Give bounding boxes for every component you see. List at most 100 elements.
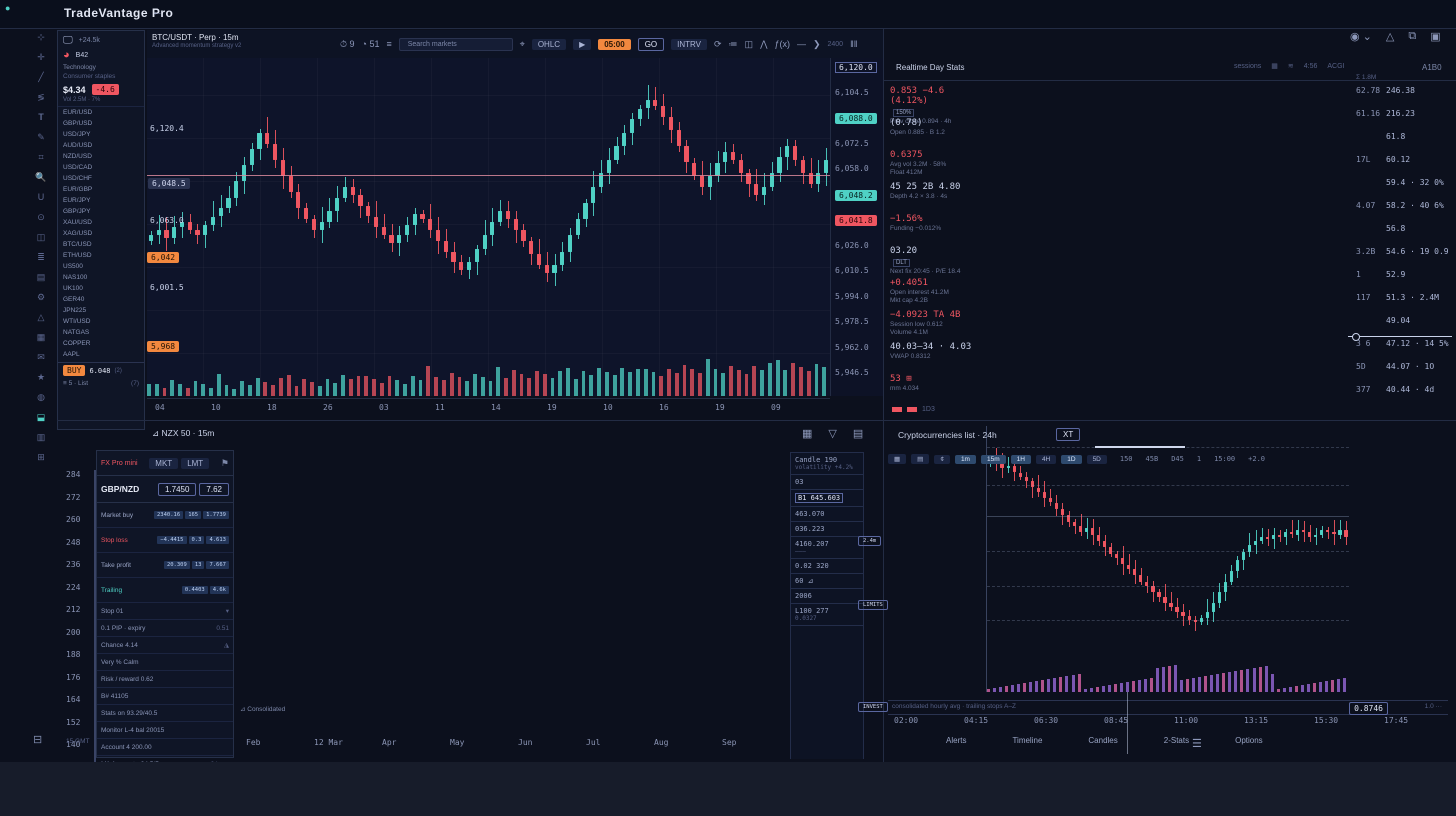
rail-tool-icon[interactable]: ⬓	[36, 412, 46, 422]
timeframe-chip[interactable]: ▦	[888, 454, 907, 464]
toolbar-item[interactable]: ❯	[812, 38, 821, 49]
rail-tool-icon[interactable]: ★	[36, 372, 46, 382]
order-list-row[interactable]: Stats on 93.29/40.5	[97, 705, 233, 722]
toolbar-item[interactable]: ‖‖	[850, 39, 858, 49]
watchlist-row[interactable]: EUR/GBP	[63, 186, 93, 193]
buy-tag[interactable]: BUY	[63, 365, 86, 376]
order-field-chip[interactable]: 4.613	[206, 536, 229, 544]
toolbar-item[interactable]: 05:00	[598, 38, 631, 50]
order-symbol[interactable]: GBP/NZD	[101, 484, 140, 494]
watchlist-row[interactable]: EUR/JPY	[63, 197, 91, 204]
br-note-tag[interactable]: 0.8746	[1349, 702, 1388, 715]
watchlist-row[interactable]: USD/CHF	[63, 175, 92, 182]
watchlist-row[interactable]: GER40	[63, 296, 85, 303]
order-list-row[interactable]: 0.1 PIP · expiry 0.51	[97, 620, 233, 637]
order-field-chip[interactable]: 13	[191, 561, 205, 569]
toolbar-item[interactable]: 2400	[827, 40, 844, 48]
toolbar-item[interactable]: —	[796, 39, 806, 49]
flag-icon[interactable]: ⚑	[220, 457, 229, 468]
br-title[interactable]: Cryptocurrencies list · 24h	[898, 430, 997, 440]
order-symbol-chip[interactable]: 7.62	[199, 482, 229, 496]
tr-meta-item[interactable]: ▦	[1271, 63, 1278, 70]
order-list-row[interactable]: B# 41105	[97, 688, 233, 705]
bl-header-icon[interactable]: ▦	[802, 428, 813, 440]
tr-scale-knob[interactable]	[1352, 333, 1360, 341]
rail-tool-icon[interactable]: ≶	[37, 92, 45, 102]
order-field-chip[interactable]: 4.6k	[209, 586, 229, 594]
price-scale-label[interactable]: 6,088.0	[835, 113, 877, 124]
order-symbol-chip[interactable]: 1.7450	[157, 482, 197, 496]
order-field-chip[interactable]: 7.667	[206, 561, 229, 569]
order-field-chip[interactable]: 165	[185, 511, 202, 519]
rail-tool-icon[interactable]: ▦	[36, 332, 46, 342]
rail-tool-icon[interactable]: ⊹	[37, 32, 45, 42]
br-tab[interactable]: Candles	[1088, 736, 1118, 745]
tr-stat-chip[interactable]: 150%	[893, 109, 915, 117]
price-alert-line[interactable]	[147, 175, 830, 176]
rail-tool-icon[interactable]: ≣	[37, 252, 45, 262]
toolbar-item[interactable]: ƒ(x)	[774, 39, 790, 49]
watchlist-footer-left[interactable]: ≡ 5 · List	[63, 380, 89, 387]
rail-tool-icon[interactable]: ◫	[36, 232, 46, 242]
rail-tool-icon[interactable]: ╱	[38, 72, 44, 82]
bl-edge-tag[interactable]: LIMITS	[858, 600, 888, 610]
layout-icon[interactable]: ⧉	[1408, 30, 1417, 42]
timeframe-chip[interactable]: 15m	[980, 454, 1006, 464]
watchlist-row[interactable]: XAG/USD	[63, 230, 93, 237]
main-time-axis[interactable]: 04 10 18 26 03 11 14 19 10 16 19 09	[147, 398, 830, 415]
rail-tool-icon[interactable]: ◍	[37, 392, 45, 402]
toolbar-item[interactable]: ◔ 51	[361, 39, 380, 49]
rail-footer-icon[interactable]: ⊟	[33, 734, 43, 746]
rail-tool-icon[interactable]: ⌗	[38, 152, 44, 162]
toolbar-item[interactable]: GO	[637, 37, 665, 51]
order-list-row[interactable]: Very % Calm	[97, 654, 233, 671]
watchlist-highlight-row[interactable]: BUY 6.048 (2)	[58, 362, 144, 378]
main-candle-chart[interactable]	[147, 58, 830, 396]
main-symbol-label[interactable]: BTC/USDT · Perp · 15m	[152, 33, 239, 42]
rail-tool-icon[interactable]: △	[37, 312, 45, 322]
watchlist-row[interactable]: WTI/USD	[63, 318, 91, 325]
rail-tool-icon[interactable]: 🔍	[35, 172, 47, 182]
order-title-chip[interactable]: LMT	[181, 457, 210, 469]
watchlist-row[interactable]: EUR/USD	[63, 109, 93, 116]
watchlist-row[interactable]: NAS100	[63, 274, 88, 281]
watchlist-row[interactable]: US500	[63, 263, 83, 270]
br-tab[interactable]: 2-Stats	[1163, 736, 1190, 745]
order-field-chip[interactable]: 0.3	[188, 536, 205, 544]
watchlist-row[interactable]: JPN225	[63, 307, 87, 314]
toolbar-item[interactable]: ≡	[386, 39, 392, 49]
tr-candle-chart[interactable]	[986, 426, 1349, 692]
toolbar-item[interactable]: ≔	[728, 38, 738, 49]
order-field-chip[interactable]: 1.7739	[203, 511, 229, 519]
timeframe-chip[interactable]: ▤	[911, 454, 930, 464]
rail-tool-icon[interactable]: U	[37, 192, 45, 202]
order-field-chip[interactable]: 20.309	[163, 561, 190, 569]
rail-tool-icon[interactable]: ✉	[37, 352, 45, 362]
order-list-row[interactable]: Account 4 200.00	[97, 739, 233, 756]
toolbar-search-field[interactable]: Search markets	[398, 37, 513, 51]
toolbar-item[interactable]: OHLC	[531, 38, 567, 50]
watchlist-row[interactable]: USD/JPY	[63, 131, 91, 138]
bl-edge-tag[interactable]: INVEST	[858, 702, 888, 712]
tr-meta-item[interactable]: ≋	[1287, 63, 1294, 70]
br-title-chip[interactable]: XT	[1056, 428, 1081, 441]
rail-tool-icon[interactable]: ▥	[36, 432, 46, 442]
bl-header-icon[interactable]: ▽	[828, 428, 837, 440]
tr-scale-knob-line[interactable]	[1348, 336, 1452, 337]
timeframe-chip[interactable]: 5D	[1086, 454, 1107, 464]
price-scale-label[interactable]: 6,041.8	[835, 215, 877, 226]
watchlist-row[interactable]: AAPL	[63, 351, 80, 358]
bl-time-axis[interactable]: Feb 12 Mar Apr May Jun Jul Aug Sep	[236, 736, 786, 750]
rail-tool-icon[interactable]: ⊙	[37, 212, 45, 222]
rail-tool-icon[interactable]: ✎	[37, 132, 45, 142]
rail-tool-icon[interactable]: ✛	[37, 52, 45, 62]
price-scale-label[interactable]: 6,048.2	[835, 189, 877, 201]
settings-icon[interactable]: ◉ ⌄	[1350, 31, 1372, 43]
toolbar-item[interactable]: ▶	[573, 38, 592, 50]
watchlist-row[interactable]: ETH/USD	[63, 252, 92, 259]
tr-meta-item[interactable]: sessions	[1234, 62, 1262, 70]
rail-tool-icon[interactable]: 𝐓	[38, 112, 44, 122]
order-list-row[interactable]: Risk / reward 0.62	[97, 671, 233, 688]
watchlist-row[interactable]: GBP/USD	[63, 120, 93, 127]
watchlist-row[interactable]: GBP/JPY	[63, 208, 91, 215]
